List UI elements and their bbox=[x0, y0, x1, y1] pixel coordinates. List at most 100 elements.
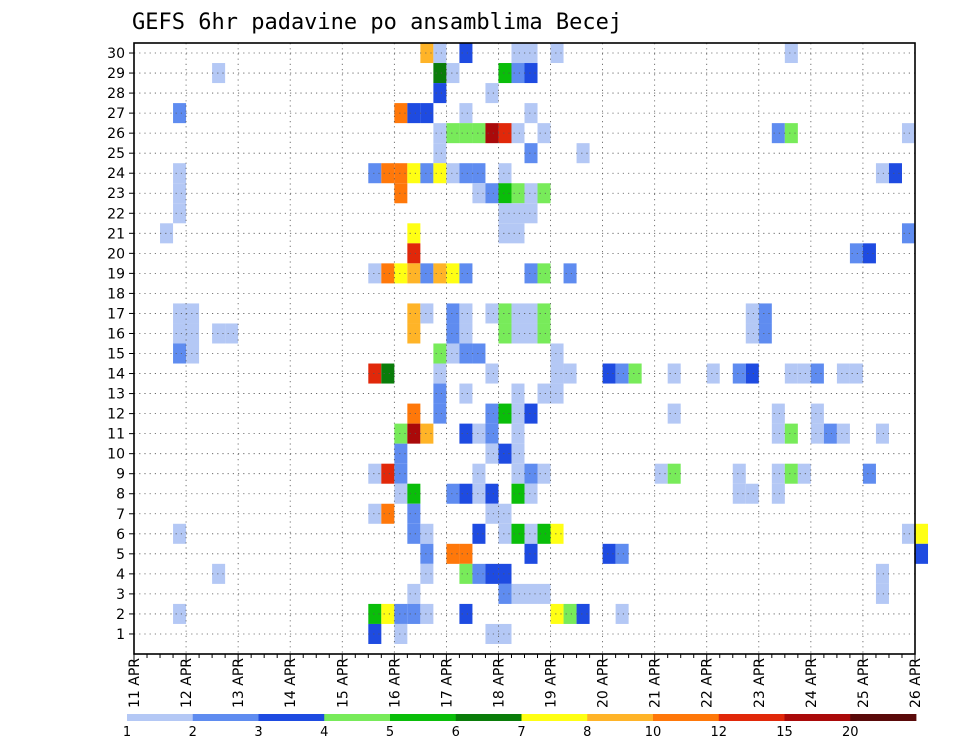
heatmap-cell bbox=[368, 163, 382, 184]
colorbar-label: 10 bbox=[645, 725, 662, 740]
x-tick-label: 12 APR bbox=[179, 658, 195, 708]
heatmap-cell bbox=[485, 363, 499, 384]
heatmap-cell bbox=[667, 363, 681, 384]
heatmap-cell bbox=[459, 603, 473, 624]
heatmap-cell bbox=[472, 563, 486, 584]
heatmap-cell bbox=[394, 443, 408, 464]
heatmap-cell bbox=[368, 623, 382, 644]
heatmap-cell bbox=[173, 603, 187, 624]
heatmap-cell bbox=[745, 483, 759, 504]
heatmap-cell bbox=[563, 363, 577, 384]
heatmap-cell bbox=[615, 543, 629, 564]
heatmap-cell bbox=[407, 523, 421, 544]
heatmap-cell bbox=[745, 363, 759, 384]
heatmap-cell bbox=[537, 323, 551, 344]
heatmap-cell bbox=[485, 563, 499, 584]
colorbar-label: 3 bbox=[254, 725, 262, 740]
heatmap-cell bbox=[381, 363, 395, 384]
heatmap-cell bbox=[173, 163, 187, 184]
heatmap-cell bbox=[784, 363, 798, 384]
heatmap-cell bbox=[550, 523, 564, 544]
heatmap-cell bbox=[511, 183, 525, 204]
heatmap-cell bbox=[381, 603, 395, 624]
heatmap-cell bbox=[498, 223, 512, 244]
heatmap-cell bbox=[771, 423, 785, 444]
heatmap-cell bbox=[485, 423, 499, 444]
heatmap-cell bbox=[511, 583, 525, 604]
heatmap-cell bbox=[433, 143, 447, 164]
heatmap-cell bbox=[459, 163, 473, 184]
heatmap-cell bbox=[732, 463, 746, 484]
heatmap-cell bbox=[368, 363, 382, 384]
heatmap-cell bbox=[602, 543, 616, 564]
heatmap-cell bbox=[511, 123, 525, 144]
heatmap-cell bbox=[784, 463, 798, 484]
heatmap-cell bbox=[875, 583, 889, 604]
x-axis: 11 APR 12 APR 13 APR 14 APR 15 APR 16 APR 17 A… bbox=[127, 654, 924, 708]
heatmap-cell bbox=[446, 163, 460, 184]
heatmap-cell bbox=[511, 63, 525, 84]
y-tick-label: 13 bbox=[107, 387, 125, 403]
colorbar-label: 2 bbox=[189, 725, 197, 740]
heatmap-cell bbox=[771, 463, 785, 484]
heatmap-cell bbox=[368, 263, 382, 284]
heatmap-cell bbox=[511, 423, 525, 444]
heatmap-cell bbox=[810, 403, 824, 424]
heatmap-cell bbox=[368, 503, 382, 524]
heatmap-cell bbox=[511, 203, 525, 224]
colorbar-swatch bbox=[587, 714, 654, 721]
heatmap-cell bbox=[498, 63, 512, 84]
heatmap-cell bbox=[550, 343, 564, 364]
heatmap-cell bbox=[524, 183, 538, 204]
heatmap-cell bbox=[485, 123, 499, 144]
cells-layer bbox=[160, 43, 929, 644]
y-tick-label: 28 bbox=[107, 86, 125, 102]
heatmap-cell bbox=[394, 423, 408, 444]
colorbar-label: 20 bbox=[842, 725, 859, 740]
heatmap-cell bbox=[511, 43, 525, 64]
chart-title: GEFS 6hr padavine po ansamblima Becej bbox=[132, 10, 622, 35]
heatmap-cell bbox=[394, 263, 408, 284]
y-tick-label: 23 bbox=[107, 186, 125, 202]
colorbar-swatch bbox=[521, 714, 588, 721]
heatmap-cell bbox=[498, 623, 512, 644]
heatmap-cell bbox=[537, 463, 551, 484]
heatmap-cell bbox=[485, 503, 499, 524]
heatmap-cell bbox=[420, 263, 434, 284]
heatmap-cell bbox=[537, 303, 551, 324]
heatmap-cell bbox=[498, 523, 512, 544]
heatmap-cell bbox=[745, 323, 759, 344]
heatmap-cell bbox=[745, 303, 759, 324]
heatmap-cell bbox=[771, 403, 785, 424]
heatmap-cell bbox=[524, 43, 538, 64]
y-tick-label: 25 bbox=[107, 146, 125, 162]
heatmap-cell bbox=[524, 63, 538, 84]
heatmap-cell bbox=[173, 343, 187, 364]
y-tick-label: 20 bbox=[107, 246, 125, 262]
x-tick-label: 13 APR bbox=[231, 658, 247, 708]
heatmap-cell bbox=[173, 303, 187, 324]
heatmap-cell bbox=[173, 183, 187, 204]
heatmap-cell bbox=[186, 343, 200, 364]
y-tick-label: 17 bbox=[107, 306, 125, 322]
heatmap-cell bbox=[446, 263, 460, 284]
heatmap-cell bbox=[160, 223, 174, 244]
heatmap-cell bbox=[524, 543, 538, 564]
heatmap-cell bbox=[446, 303, 460, 324]
y-tick-label: 15 bbox=[107, 347, 125, 363]
heatmap-cell bbox=[797, 463, 811, 484]
y-tick-label: 30 bbox=[107, 46, 125, 62]
heatmap-cell bbox=[420, 423, 434, 444]
colorbar-label: 8 bbox=[583, 725, 591, 740]
heatmap-cell bbox=[901, 123, 915, 144]
heatmap-cell bbox=[485, 83, 499, 104]
colorbar-label: 6 bbox=[452, 725, 460, 740]
heatmap-cell bbox=[485, 403, 499, 424]
heatmap-cell bbox=[732, 363, 746, 384]
heatmap-cell bbox=[524, 583, 538, 604]
heatmap-cell bbox=[407, 223, 421, 244]
heatmap-cell bbox=[875, 423, 889, 444]
heatmap-cell bbox=[771, 123, 785, 144]
grid-layer bbox=[134, 43, 915, 654]
heatmap-cell bbox=[823, 423, 837, 444]
